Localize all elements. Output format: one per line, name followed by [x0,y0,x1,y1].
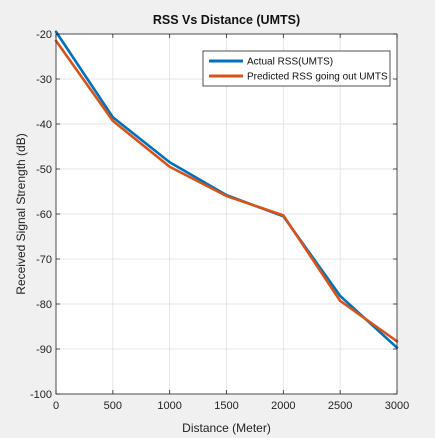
y-tick-label: -30 [36,74,52,86]
x-tick-label: 0 [53,400,59,412]
y-tick-label: -40 [36,119,52,131]
legend-label-actual: Actual RSS(UMTS) [247,57,333,68]
x-tick-label: 2000 [271,400,295,412]
x-tick-label: 500 [104,400,122,412]
y-tick-label: -90 [36,344,52,356]
x-tick-label: 2500 [328,400,352,412]
x-tick-label: 1500 [214,400,238,412]
legend-label-predicted: Predicted RSS going out UMTS [247,72,388,83]
y-tick-label: -70 [36,254,52,266]
y-tick-label: -100 [30,389,52,401]
y-tick-label: -50 [36,164,52,176]
x-tick-label: 1000 [157,400,181,412]
x-axis-title: Distance (Meter) [182,421,271,435]
y-axis-title: Received Signal Strength (dB) [14,133,28,294]
chart-title: RSS Vs Distance (UMTS) [153,13,300,27]
y-tick-label: -20 [36,29,52,41]
y-tick-label: -60 [36,209,52,221]
x-tick-label: 3000 [385,400,409,412]
legend: Actual RSS(UMTS) Predicted RSS going out… [203,51,390,86]
y-tick-label: -80 [36,299,52,311]
